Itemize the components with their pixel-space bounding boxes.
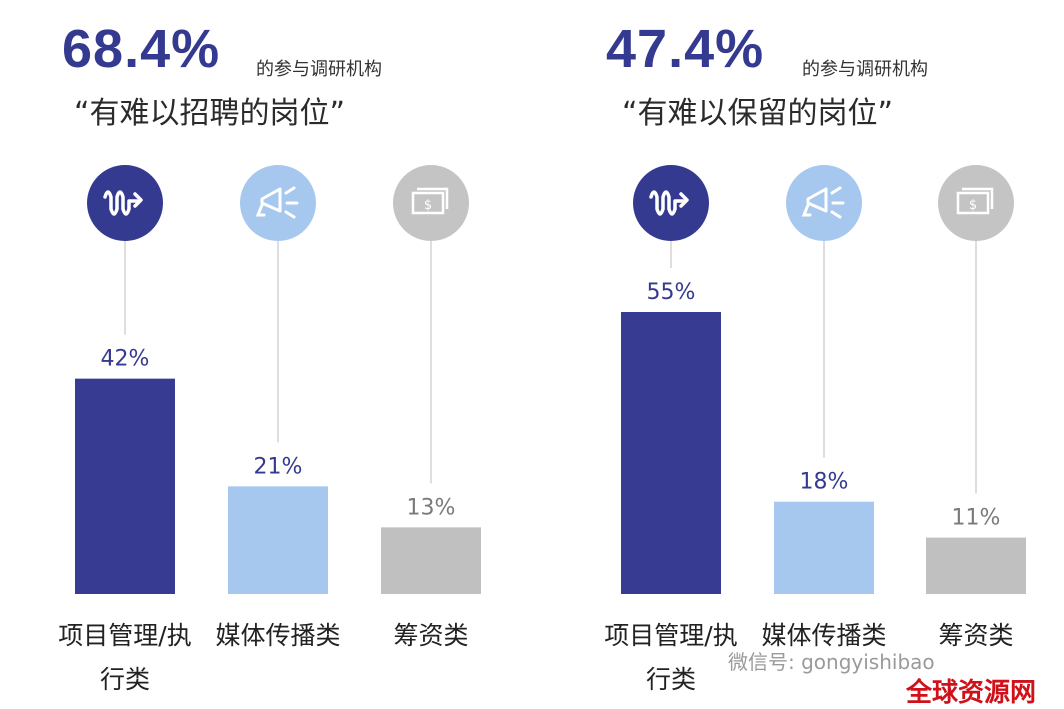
category-label: 筹资类 <box>393 621 468 650</box>
bar <box>926 537 1026 594</box>
category-label: 行类 <box>100 665 150 694</box>
category-label: 行类 <box>646 665 696 694</box>
panel-recruit: 68.4% 的参与调研机构 “有难以招聘的岗位” 42% 项目管理/执 行类 21% 媒… <box>0 0 532 708</box>
category-label: 媒体传播类 <box>761 621 886 650</box>
money-icon: $ <box>393 165 469 241</box>
svg-text:$: $ <box>424 198 432 213</box>
value-label: 11% <box>952 506 1001 531</box>
svg-text:$: $ <box>969 198 977 213</box>
value-label: 18% <box>800 470 849 495</box>
value-label: 13% <box>407 495 456 520</box>
site-watermark: 全球资源网 <box>906 678 1037 708</box>
wave-arrow-icon <box>633 165 709 241</box>
bar-chart-retain: 55% 项目管理/执行类 18% 媒体传播类 $11% 筹资类 <box>604 165 1026 694</box>
wave-arrow-icon <box>87 165 163 241</box>
bar <box>381 527 481 594</box>
value-label: 55% <box>647 280 696 305</box>
bar <box>75 378 175 594</box>
megaphone-icon <box>240 165 316 241</box>
bar <box>774 501 874 594</box>
category-label: 筹资类 <box>938 621 1013 650</box>
value-label: 21% <box>254 454 303 479</box>
headline-suffix: 的参与调研机构 <box>802 59 928 80</box>
bar <box>621 312 721 594</box>
headline-value: 68.4% <box>62 19 221 79</box>
chart-subtitle: “有难以招聘的岗位” <box>74 96 346 131</box>
wechat-watermark: 微信号: gongyishibao <box>728 650 935 674</box>
category-label: 媒体传播类 <box>215 621 340 650</box>
value-label: 42% <box>101 347 150 372</box>
chart-subtitle: “有难以保留的岗位” <box>622 96 894 131</box>
panel-retain: 47.4% 的参与调研机构 “有难以保留的岗位” 55% 项目管理/执 行类 18% 媒… <box>532 0 1064 708</box>
bar <box>228 486 328 594</box>
headline-value: 47.4% <box>606 19 765 79</box>
category-label: 项目管理/执 <box>58 621 191 650</box>
category-label: 项目管理/执 <box>604 621 737 650</box>
bar-chart-recruit: 42% 项目管理/执行类 21% 媒体传播类 $13% 筹资类 <box>58 165 481 694</box>
money-icon: $ <box>938 165 1014 241</box>
headline-suffix: 的参与调研机构 <box>256 59 382 80</box>
megaphone-icon <box>786 165 862 241</box>
